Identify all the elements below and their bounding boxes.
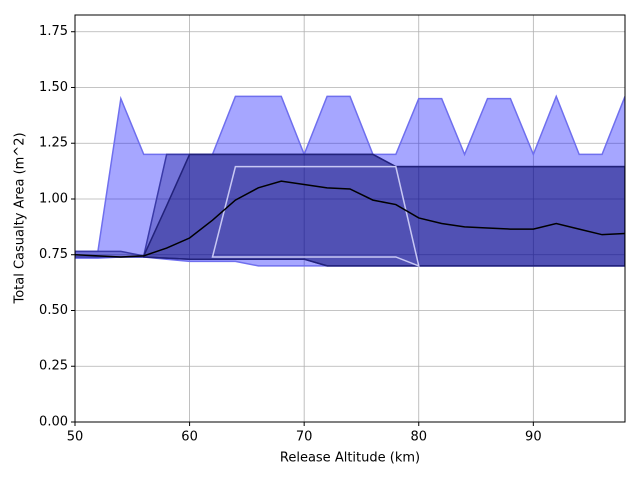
band-area <box>143 153 625 267</box>
x-tick-label: 50 <box>67 430 84 445</box>
x-tick-label: 80 <box>410 430 427 445</box>
y-tick-label: 0.25 <box>39 359 68 374</box>
band-area <box>211 165 420 268</box>
y-tick-label: 0.75 <box>39 247 68 262</box>
axes-frame <box>74 14 626 423</box>
y-tick-label: 1.00 <box>39 191 68 206</box>
band-area <box>75 94 625 267</box>
y-tick-label: 0.50 <box>39 303 68 318</box>
y-tick-label: 1.50 <box>39 80 68 95</box>
x-tick-label: 70 <box>296 430 313 445</box>
y-tick-label: 1.75 <box>39 24 68 39</box>
x-tick-label: 60 <box>181 430 198 445</box>
y-axis-label: Total Casualty Area (m^2) <box>13 132 28 304</box>
y-tick-label: 0.00 <box>39 415 68 430</box>
x-axis-label: Release Altitude (km) <box>280 451 420 466</box>
line <box>75 180 625 258</box>
plot-area <box>75 15 625 422</box>
x-tick-label: 90 <box>525 430 542 445</box>
y-tick-label: 1.25 <box>39 136 68 151</box>
